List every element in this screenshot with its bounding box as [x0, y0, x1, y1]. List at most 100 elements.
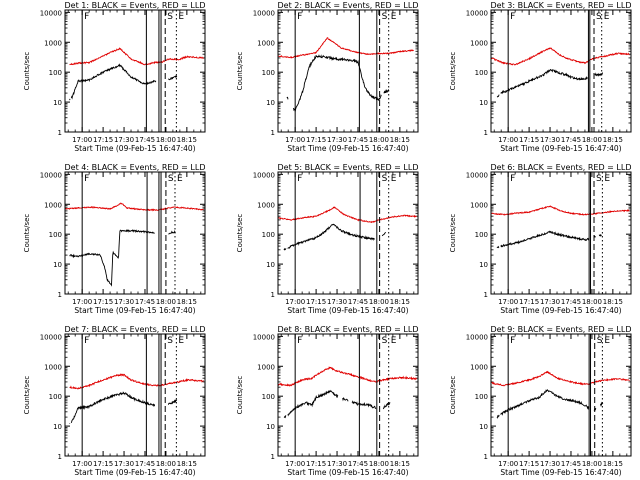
marker-label: S: [597, 336, 603, 346]
y-axis-label: Counts/sec: [449, 376, 457, 415]
marker-label: S: [596, 12, 602, 22]
x-tick-label: 17:45: [348, 298, 368, 306]
panel-title: Det 8: BLACK = Events, RED = LLD: [278, 325, 419, 334]
y-tick-label: 10: [53, 261, 62, 269]
y-axis-label: Counts/sec: [23, 376, 31, 415]
y-tick-label: 10: [53, 99, 62, 107]
y-tick-label: 10: [266, 99, 275, 107]
y-tick-label: 1: [271, 453, 275, 461]
x-axis-label: Start Time (09-Feb-15 16:47:40): [500, 144, 621, 153]
x-tick-label: 18:15: [603, 298, 623, 306]
lld-series-line: [278, 206, 417, 224]
y-tick-label: 10: [479, 261, 488, 269]
x-tick-label: 17:15: [519, 298, 539, 306]
x-tick-label: 18:15: [603, 136, 623, 144]
x-tick-label: 17:30: [327, 460, 347, 468]
marker-label: F: [297, 174, 302, 184]
x-tick-label: 17:45: [135, 298, 155, 306]
y-tick-label: 1000: [44, 363, 62, 371]
marker-label: E: [391, 336, 397, 346]
x-axis-label: Start Time (09-Feb-15 16:47:40): [500, 306, 621, 315]
x-axis-label: Start Time (09-Feb-15 16:47:40): [74, 468, 195, 477]
x-tick-label: 18:15: [390, 460, 410, 468]
y-axis-label: Counts/sec: [449, 52, 457, 91]
marker-label: E: [177, 174, 183, 184]
marker-label: S: [596, 174, 602, 184]
x-tick-label: 18:00: [156, 460, 176, 468]
x-tick-label: 18:00: [582, 460, 602, 468]
plot-frame: [64, 9, 206, 133]
marker-label: S: [167, 12, 173, 22]
detector-panel-1: Det 1: BLACK = Events, RED = LLD Counts/s…: [23, 1, 206, 153]
events-series-line: [69, 391, 178, 425]
y-tick-label: 10000: [40, 171, 62, 179]
y-tick-label: 100: [49, 393, 62, 401]
x-tick-label: 18:15: [177, 460, 197, 468]
marker-label: F: [297, 336, 302, 346]
x-tick-label: 17:30: [114, 460, 134, 468]
x-tick-label: 18:00: [582, 136, 602, 144]
y-tick-label: 10000: [253, 9, 275, 17]
x-axis-label: Start Time (09-Feb-15 16:47:40): [287, 468, 408, 477]
plot-frame: [64, 171, 206, 295]
marker-label: S: [167, 336, 173, 346]
y-tick-label: 1000: [470, 363, 488, 371]
y-tick-label: 1: [271, 291, 275, 299]
y-tick-label: 100: [262, 69, 275, 77]
y-tick-label: 1000: [44, 201, 62, 209]
marker-label: F: [84, 336, 89, 346]
x-tick-label: 18:00: [369, 136, 389, 144]
x-tick-label: 17:15: [306, 460, 326, 468]
marker-label: S: [168, 174, 174, 184]
lld-series-line: [69, 373, 204, 390]
panel-title: Det 6: BLACK = Events, RED = LLD: [491, 163, 632, 172]
x-tick-label: 17:45: [561, 460, 581, 468]
x-tick-label: 18:00: [369, 298, 389, 306]
y-tick-label: 10000: [466, 171, 488, 179]
y-tick-label: 1: [484, 291, 488, 299]
x-tick-label: 18:15: [390, 298, 410, 306]
x-tick-label: 17:30: [327, 298, 347, 306]
plot-frame: [277, 333, 419, 457]
y-tick-label: 10: [53, 423, 62, 431]
y-axis-label: Counts/sec: [23, 52, 31, 91]
y-tick-label: 100: [475, 231, 488, 239]
y-tick-label: 10000: [253, 333, 275, 341]
x-axis-label: Start Time (09-Feb-15 16:47:40): [287, 306, 408, 315]
x-axis-label: Start Time (09-Feb-15 16:47:40): [74, 306, 195, 315]
panel-title: Det 2: BLACK = Events, RED = LLD: [278, 1, 419, 10]
y-tick-label: 100: [49, 231, 62, 239]
x-tick-label: 17:00: [285, 460, 305, 468]
y-tick-label: 1: [271, 129, 275, 137]
events-series-line: [496, 388, 604, 419]
x-tick-label: 17:00: [498, 460, 518, 468]
events-series-line: [69, 63, 178, 101]
x-tick-label: 17:00: [72, 460, 92, 468]
x-tick-label: 17:45: [135, 460, 155, 468]
plot-frame: [490, 171, 632, 295]
lld-series-line: [491, 370, 630, 387]
x-axis-label: Start Time (09-Feb-15 16:47:40): [500, 468, 621, 477]
y-tick-label: 1: [58, 453, 62, 461]
y-tick-label: 1000: [470, 201, 488, 209]
x-tick-label: 17:15: [93, 136, 113, 144]
x-tick-label: 17:15: [93, 298, 113, 306]
x-tick-label: 18:00: [369, 460, 389, 468]
x-tick-label: 17:45: [561, 298, 581, 306]
marker-label: E: [178, 336, 184, 346]
x-tick-label: 17:30: [114, 136, 134, 144]
events-series-line: [69, 228, 176, 287]
x-axis-label: Start Time (09-Feb-15 16:47:40): [287, 144, 408, 153]
y-tick-label: 10000: [253, 171, 275, 179]
x-tick-label: 17:30: [540, 136, 560, 144]
y-axis-label: Counts/sec: [236, 376, 244, 415]
y-tick-label: 10: [266, 261, 275, 269]
y-tick-label: 10000: [466, 9, 488, 17]
x-tick-label: 18:00: [582, 298, 602, 306]
panel-title: Det 3: BLACK = Events, RED = LLD: [491, 1, 632, 10]
y-tick-label: 1000: [257, 363, 275, 371]
lld-series-line: [65, 202, 204, 212]
x-tick-label: 17:00: [498, 298, 518, 306]
x-tick-label: 17:30: [540, 460, 560, 468]
